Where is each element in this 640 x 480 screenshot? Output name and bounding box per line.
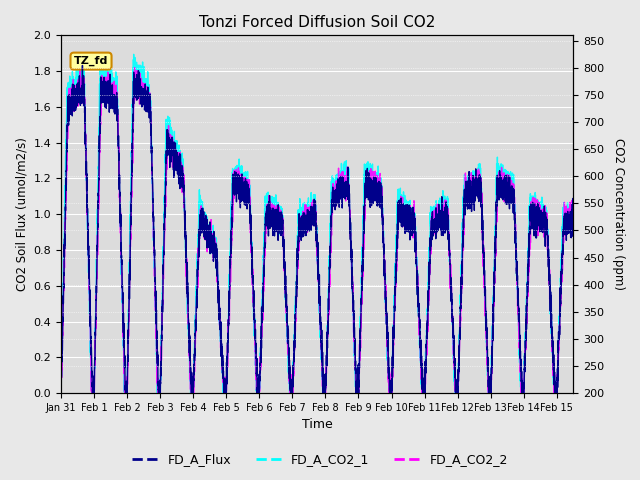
X-axis label: Time: Time [302,419,333,432]
Y-axis label: CO2 Soil Flux (umol/m2/s): CO2 Soil Flux (umol/m2/s) [15,137,28,291]
Y-axis label: CO2 Concentration (ppm): CO2 Concentration (ppm) [612,138,625,290]
Text: TZ_fd: TZ_fd [74,56,108,66]
Title: Tonzi Forced Diffusion Soil CO2: Tonzi Forced Diffusion Soil CO2 [199,15,435,30]
Legend: FD_A_Flux, FD_A_CO2_1, FD_A_CO2_2: FD_A_Flux, FD_A_CO2_1, FD_A_CO2_2 [127,448,513,471]
